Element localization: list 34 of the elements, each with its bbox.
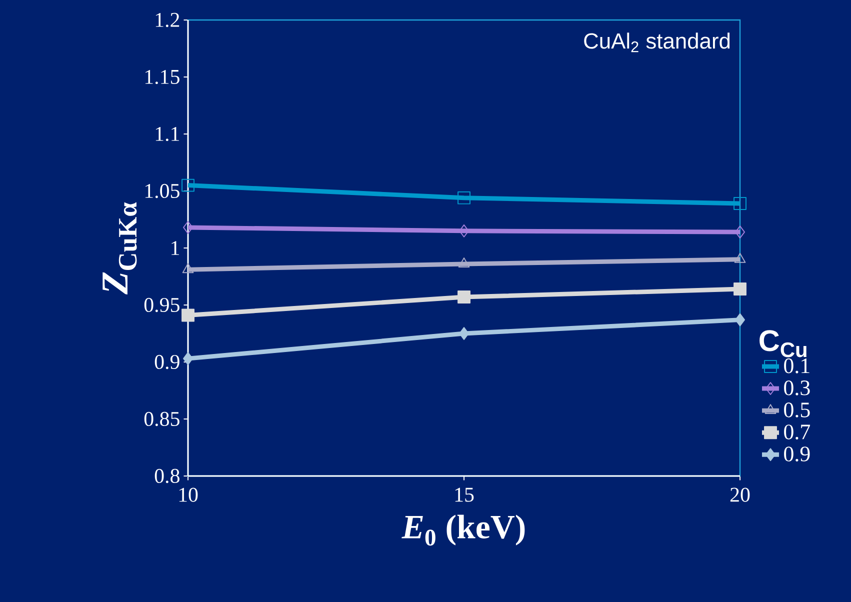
point <box>182 263 194 274</box>
point <box>183 221 193 234</box>
point <box>183 352 193 366</box>
legend-label: 0.7 <box>784 424 810 440</box>
point <box>458 290 470 304</box>
point <box>734 197 746 210</box>
x-axis-title: E$_{0}$ (keV) <box>402 514 525 546</box>
point <box>734 282 746 296</box>
point <box>182 308 194 322</box>
y-tick-label: 0.9 <box>154 354 180 370</box>
y-tick-label: 1.05 <box>145 184 180 198</box>
y-tick-label: 0.85 <box>144 412 180 426</box>
legend-label: 0.5 <box>784 402 810 418</box>
legend-label: 0.1 <box>784 358 810 374</box>
point <box>735 313 745 326</box>
x-tick-label: 10 <box>179 488 198 502</box>
point <box>459 327 469 340</box>
y-axis-title: Z$_{CuKα}$ <box>102 202 137 295</box>
point <box>182 178 194 192</box>
legend-label: 0.3 <box>784 380 810 396</box>
point <box>458 191 470 204</box>
y-tick-label: 0.95 <box>144 298 180 312</box>
y-tick-label: 1 <box>172 241 179 255</box>
x-tick-label: 15 <box>455 488 474 502</box>
x-tick-label: 20 <box>730 488 750 502</box>
point <box>735 226 745 239</box>
legend-title: C$_{Cu}$ <box>760 330 806 358</box>
y-tick-label: 1.15 <box>145 70 180 84</box>
y-tick-label: 1.2 <box>156 12 180 28</box>
point <box>459 224 469 238</box>
y-tick-label: 1.1 <box>156 126 179 142</box>
y-tick-label: 0.8 <box>154 468 180 484</box>
legend-label: 0.9 <box>784 446 810 462</box>
annotation: CuAl$_{2}$ standard <box>584 32 730 52</box>
